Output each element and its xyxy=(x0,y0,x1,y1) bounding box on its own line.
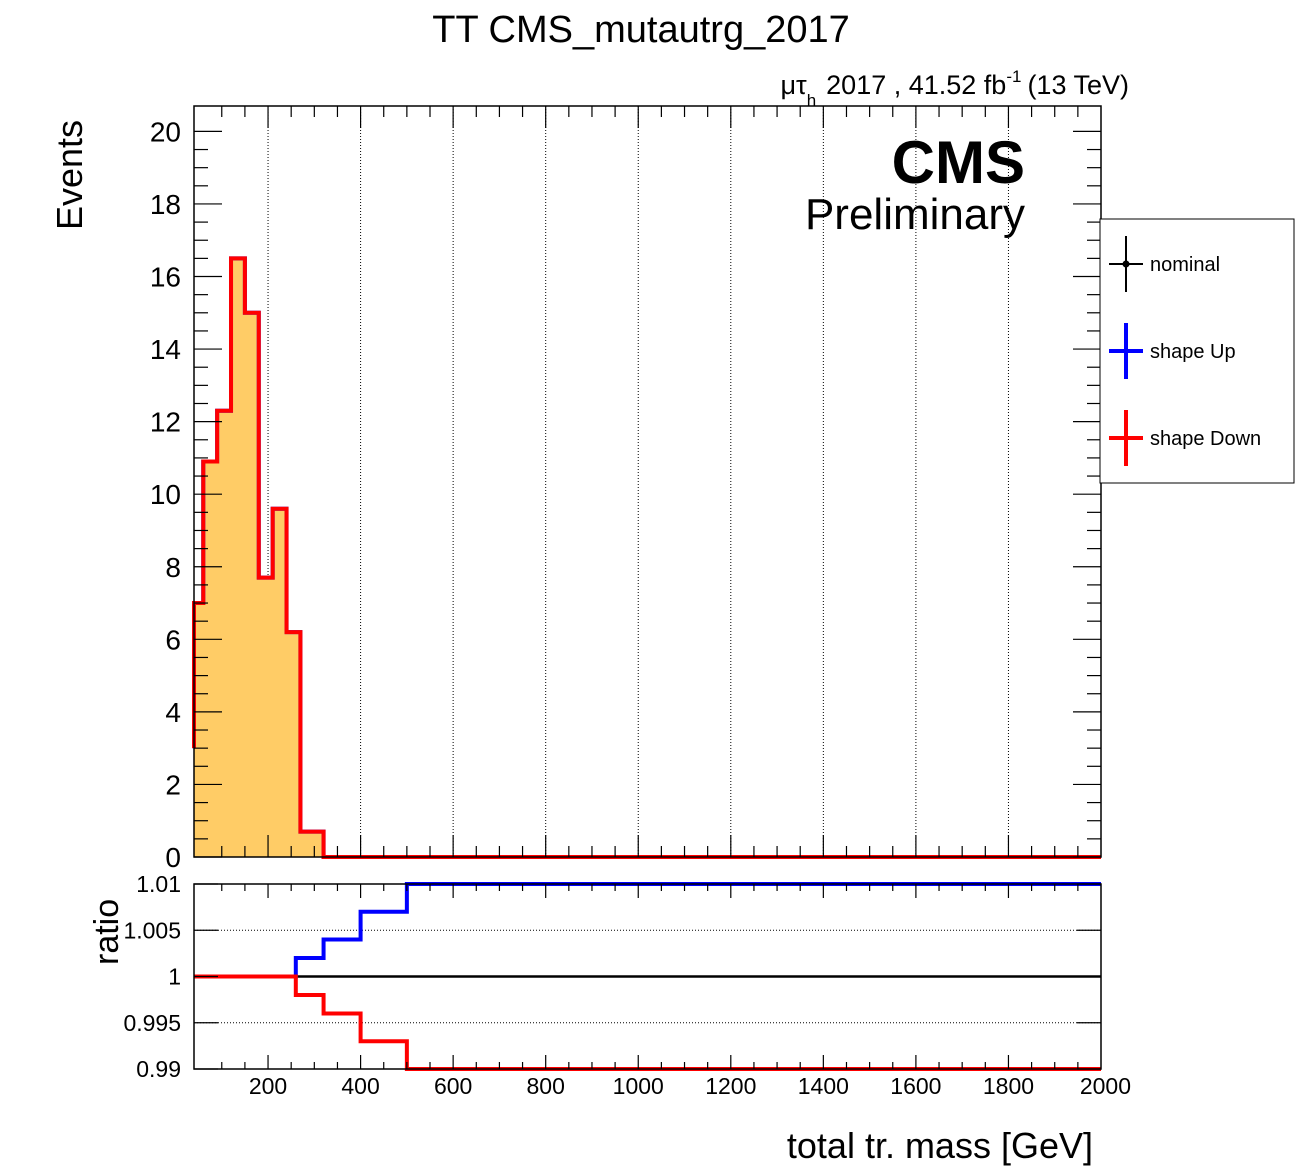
ratio-frame xyxy=(193,883,1102,1070)
x-tick-label: 1000 xyxy=(613,1073,664,1099)
ratio-ticks: 0.99 0.995 1 1.005 1.01 200 400 600 800 1000 1200 1… xyxy=(123,871,1131,1099)
ratio-y-axis-label: ratio xyxy=(88,899,126,965)
x-tick-label: 200 xyxy=(249,1073,287,1099)
y-tick-label: 0 xyxy=(165,842,181,873)
x-tick-label: 400 xyxy=(341,1073,379,1099)
x-tick-label: 1200 xyxy=(705,1073,756,1099)
x-tick-label: 1600 xyxy=(890,1073,941,1099)
y-tick-label: 18 xyxy=(150,189,181,220)
ratio-panel: 0.99 0.995 1 1.005 1.01 200 400 600 800 1000 1200 1… xyxy=(88,871,1131,1166)
cms-label: CMS xyxy=(892,129,1025,196)
y-tick-label: 16 xyxy=(150,262,181,293)
main-panel: 0 2 4 6 8 10 12 14 16 18 20 Events CMS Preliminary xyxy=(49,105,1102,873)
lumi-channel-sub: h xyxy=(807,91,816,110)
ratio-lines xyxy=(194,882,1101,1071)
y-tick-label: 20 xyxy=(150,116,181,147)
y-tick-label: 4 xyxy=(165,697,181,728)
ratio-y-tick-label: 1.01 xyxy=(136,871,181,897)
cms-preliminary: Preliminary xyxy=(805,190,1025,239)
y-tick-label: 2 xyxy=(165,769,181,800)
legend-entry-down: shape Down xyxy=(1109,410,1261,466)
ratio-shape-down-line xyxy=(194,974,1101,1071)
x-tick-label: 600 xyxy=(434,1073,472,1099)
lumi-text: 2017 , 41.52 fb xyxy=(826,70,1006,100)
shape-up-line xyxy=(192,256,1101,859)
main-x-grid xyxy=(267,106,1009,857)
main-y-axis-label: Events xyxy=(49,120,90,230)
legend-label-down: shape Down xyxy=(1150,428,1261,450)
y-tick-label: 6 xyxy=(165,624,181,655)
ratio-y-tick-label: 1 xyxy=(168,964,181,990)
x-tick-label: 1800 xyxy=(983,1073,1034,1099)
chart-title: TT CMS_mutautrg_2017 xyxy=(432,9,850,51)
lumi-energy: (13 TeV) xyxy=(1027,70,1129,100)
legend-entry-up: shape Up xyxy=(1109,323,1236,379)
main-histograms xyxy=(192,256,1101,859)
nominal-line xyxy=(193,257,1101,858)
legend-label-up: shape Up xyxy=(1150,341,1236,363)
ratio-y-tick-label: 1.005 xyxy=(123,917,181,943)
lumi-exp: -1 xyxy=(1006,67,1021,86)
legend-entry-nominal: nominal xyxy=(1109,236,1220,292)
x-tick-label: 1400 xyxy=(798,1073,849,1099)
ratio-y-tick-label: 0.995 xyxy=(123,1010,181,1036)
y-tick-label: 12 xyxy=(150,407,181,438)
y-tick-label: 10 xyxy=(150,479,181,510)
shape-down-line xyxy=(192,256,1101,859)
nominal-fill-area xyxy=(194,258,1101,857)
x-tick-label: 2000 xyxy=(1080,1073,1131,1099)
y-tick-label: 8 xyxy=(165,552,181,583)
lumi-label: μτh 2017 , 41.52 fb-1 (13 TeV) xyxy=(780,67,1129,110)
nominal-marker-icon xyxy=(1122,260,1130,268)
main-y-ticks: 0 2 4 6 8 10 12 14 16 18 20 xyxy=(150,106,1101,873)
x-axis-label: total tr. mass [GeV] xyxy=(787,1125,1093,1166)
ratio-y-tick-label: 0.99 xyxy=(136,1056,181,1082)
x-tick-label: 800 xyxy=(527,1073,565,1099)
y-tick-label: 14 xyxy=(150,334,181,365)
legend-label-nominal: nominal xyxy=(1150,254,1220,276)
lumi-channel: μτ xyxy=(780,70,807,100)
legend: nominal shape Up shape Down xyxy=(1099,218,1295,484)
ratio-shape-up-line xyxy=(194,882,1101,979)
